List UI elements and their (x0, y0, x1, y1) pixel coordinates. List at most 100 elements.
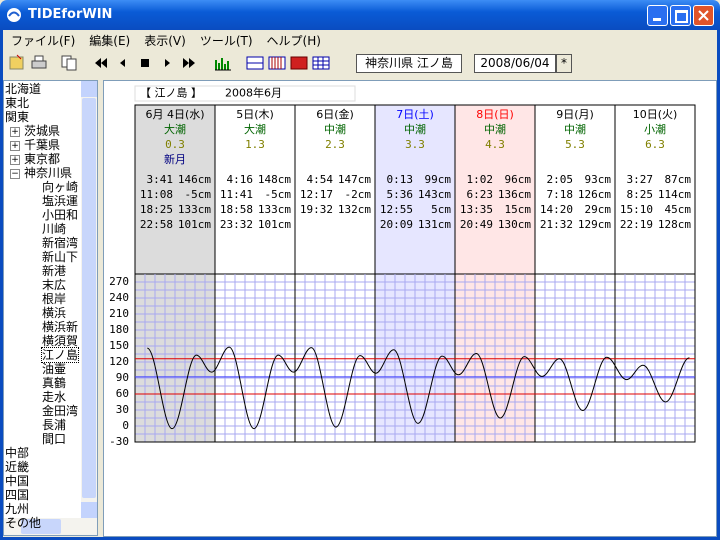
tree-item[interactable]: 神奈川県 (24, 166, 73, 180)
tree-item[interactable]: 新港 (42, 264, 67, 278)
menu-item[interactable]: ツール(T) (199, 34, 253, 48)
scroll-thumb[interactable] (21, 519, 61, 534)
tree-item[interactable]: その他 (5, 516, 42, 530)
tide-height: 136cm (498, 188, 531, 201)
tree-item[interactable]: 近畿 (5, 460, 30, 474)
minimize-button[interactable] (647, 5, 668, 26)
y-tick-label: -30 (109, 435, 129, 448)
moon-age: 5.3 (565, 138, 585, 151)
tree-item[interactable]: 末広 (42, 278, 67, 292)
tide-height: -5cm (185, 188, 212, 201)
menu-item[interactable]: 表示(V) (144, 34, 186, 48)
tide-height: 87cm (665, 173, 692, 186)
tree-item[interactable]: 間口 (42, 432, 67, 446)
tide-height: 15cm (505, 203, 532, 216)
scrollbar[interactable] (81, 81, 97, 518)
tree-item[interactable]: 横浜新 (42, 320, 79, 334)
tree-item[interactable]: 東北 (5, 96, 30, 110)
tree-item[interactable]: 新宿湾 (42, 236, 79, 250)
tree-item[interactable]: 真鶴 (42, 376, 67, 390)
tree-toggle[interactable]: + (10, 155, 20, 165)
tide-panel: 【 江ノ島 】 2008年6月 6月 4日(水) 大潮 0.3 新月 3:41 146cm… (103, 80, 717, 537)
view4-button[interactable] (312, 54, 330, 72)
tree-item[interactable]: 四国 (5, 488, 30, 502)
view1-button[interactable] (246, 54, 264, 72)
tree-item[interactable]: 塩浜運 (42, 194, 79, 208)
moon-phase: 新月 (164, 152, 186, 166)
last-button[interactable] (180, 54, 198, 72)
tree-item[interactable]: 北海道 (5, 82, 42, 96)
tree-item[interactable]: 長浦 (42, 418, 67, 432)
date-button[interactable]: * (556, 54, 572, 73)
tree-item[interactable]: 千葉県 (24, 138, 61, 152)
tree-item[interactable]: 関東 (5, 110, 30, 124)
tree-item[interactable]: 油壷 (42, 362, 67, 376)
first-button[interactable] (92, 54, 110, 72)
tide-time: 0:13 (387, 173, 414, 186)
scrollbar[interactable] (4, 518, 97, 535)
day-date: 5日(木) (236, 108, 274, 121)
scroll-down[interactable] (81, 502, 97, 518)
tree-item[interactable]: 九州 (5, 502, 30, 516)
location-box: 神奈川県 江ノ島 (356, 54, 462, 73)
tree-item[interactable]: 中部 (5, 446, 30, 460)
moon-age: 2.3 (325, 138, 345, 151)
tree-item[interactable]: 金田湾 (42, 404, 79, 418)
moon-age: 6.3 (645, 138, 665, 151)
tree-item[interactable]: 江ノ島 (40, 347, 80, 363)
tide-time: 14:20 (540, 203, 573, 216)
open-button[interactable] (8, 54, 26, 72)
tide-type: 中潮 (484, 122, 506, 136)
day-date: 6日(金) (316, 107, 354, 121)
tide-height: 133cm (178, 203, 211, 216)
tree-item[interactable]: 茨城県 (24, 124, 61, 138)
tree-item[interactable]: 横浜 (42, 306, 67, 320)
toolbar: 神奈川県 江ノ島 2008/06/04 * (4, 50, 716, 76)
menu-item[interactable]: ファイル(F) (11, 34, 76, 48)
y-tick-label: 180 (109, 323, 129, 336)
tree-item[interactable]: 川崎 (42, 222, 67, 236)
tide-height: 101cm (178, 218, 211, 231)
tide-time: 3:27 (627, 173, 654, 186)
tree-item[interactable]: 新山下 (42, 250, 79, 264)
tree-item[interactable]: 中国 (5, 474, 30, 488)
menu-item[interactable]: ヘルプ(H) (266, 34, 321, 48)
frame (0, 30, 3, 540)
scroll-thumb[interactable] (82, 98, 96, 498)
tree-item[interactable]: 向ヶ崎 (42, 180, 79, 194)
tide-height: 101cm (258, 218, 291, 231)
tree-toggle[interactable]: − (10, 169, 20, 179)
tide-time: 4:16 (227, 173, 254, 186)
date-box[interactable]: 2008/06/04 (474, 54, 556, 73)
tree-item[interactable]: 走水 (42, 390, 67, 404)
tree-toggle[interactable]: + (10, 127, 20, 137)
tide-time: 12:17 (300, 188, 333, 201)
tree-item[interactable]: 小田和 (42, 208, 79, 222)
graph-button[interactable] (214, 54, 232, 72)
menu-item[interactable]: 編集(E) (89, 34, 131, 48)
tide-time: 1:02 (467, 173, 494, 186)
tide-time: 5:36 (387, 188, 414, 201)
maximize-button[interactable] (670, 5, 691, 26)
day-date: 7日(土) (396, 108, 434, 121)
scroll-up[interactable] (81, 81, 97, 97)
tree-item[interactable]: 根岸 (42, 292, 67, 306)
prev-button[interactable] (114, 54, 132, 72)
y-tick-label: 120 (109, 355, 129, 368)
tree-item[interactable]: 東京都 (24, 152, 61, 166)
y-tick-label: 240 (109, 291, 129, 304)
y-tick-label: 270 (109, 275, 129, 288)
copy-button[interactable] (60, 54, 78, 72)
print-button[interactable] (30, 54, 48, 72)
close-button[interactable] (693, 5, 714, 26)
view3-button[interactable] (290, 54, 308, 72)
stop-button[interactable] (136, 54, 154, 72)
next-button[interactable] (158, 54, 176, 72)
tree-toggle[interactable]: + (10, 141, 20, 151)
view2-button[interactable] (268, 54, 286, 72)
tide-height: 29cm (585, 203, 612, 216)
tree-item[interactable]: 横須賀 (42, 334, 79, 348)
tide-height: 146cm (178, 173, 211, 186)
y-tick-label: 0 (122, 419, 129, 432)
menu-bar: ファイル(F) 編集(E) 表示(V) ツール(T) ヘルプ(H) (4, 30, 328, 49)
